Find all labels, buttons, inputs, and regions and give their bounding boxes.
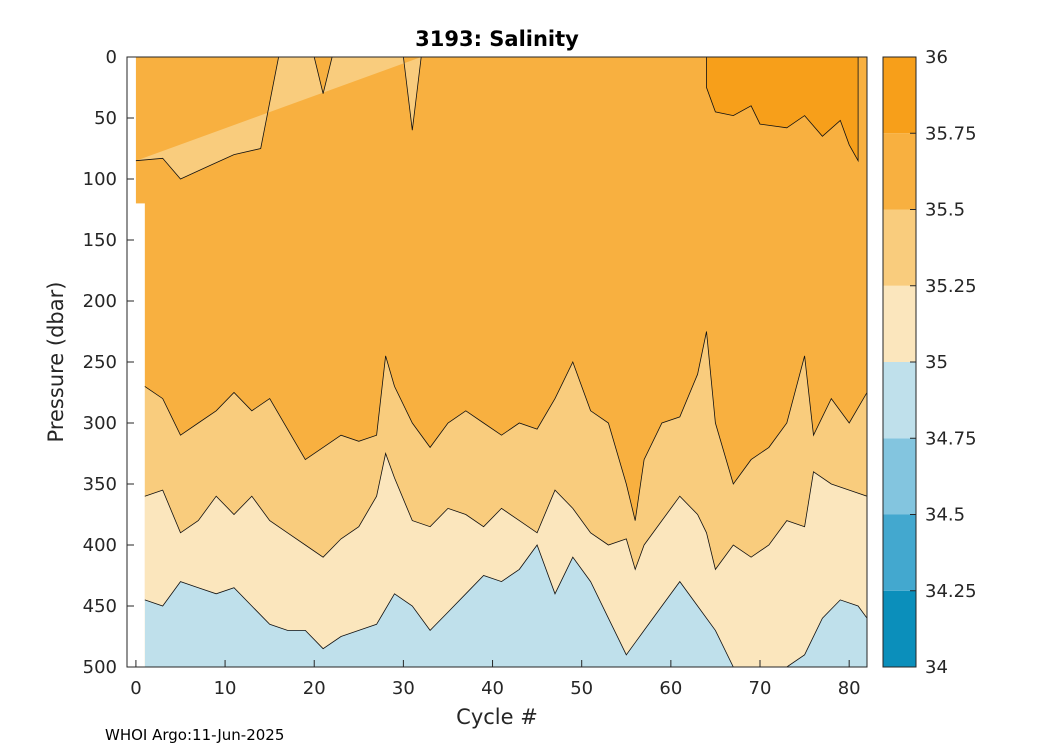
contour-lines [135, 57, 867, 667]
footer-credit: WHOI Argo:11-Jun-2025 [105, 726, 284, 744]
chart-title: 3193: Salinity [415, 27, 579, 51]
contour-line-35.25 [144, 331, 867, 521]
x-tick-label: 80 [838, 678, 861, 699]
colorbar-tick-label: 35.25 [925, 276, 977, 297]
y-tick-label: 400 [83, 535, 117, 556]
x-axis-label: Cycle # [456, 705, 538, 729]
contour-line-34.75 [144, 544, 867, 667]
colorbar-tick-label: 34.5 [925, 505, 965, 526]
colorbar-segment [883, 209, 916, 286]
x-tick-label: 10 [214, 678, 237, 699]
y-tick-label: 500 [83, 657, 117, 678]
colorbar-segment [883, 590, 916, 667]
x-tick-label: 20 [303, 678, 326, 699]
colorbar-tick-label: 34.25 [925, 581, 977, 602]
x-tick-label: 40 [481, 678, 504, 699]
contour-line-35.5 [135, 57, 422, 180]
colorbar-tick-label: 34 [925, 657, 948, 678]
contour-line-35.75 [706, 57, 859, 163]
y-tick-label: 0 [106, 47, 117, 68]
band-35.5 [135, 57, 422, 179]
y-tick-label: 300 [83, 413, 117, 434]
y-tick-label: 200 [83, 291, 117, 312]
x-tick-label: 0 [130, 678, 141, 699]
colorbar-segment [883, 57, 916, 134]
colorbar-segment [883, 438, 916, 515]
colorbar-tick-label: 36 [925, 47, 948, 68]
band-35.75 [706, 57, 859, 161]
no-data-strip [127, 203, 145, 667]
colorbar-segment [883, 514, 916, 591]
colorbar-tick-label: 35.5 [925, 200, 965, 221]
x-tick-label: 60 [659, 678, 682, 699]
y-tick-label: 350 [83, 474, 117, 495]
y-tick-label: 50 [94, 108, 117, 129]
colorbar-segment [883, 133, 916, 210]
y-tick-label: 450 [83, 596, 117, 617]
y-tick-label: 250 [83, 352, 117, 373]
colorbar-segment [883, 362, 916, 439]
colorbar-tick-label: 35 [925, 352, 948, 373]
x-tick-label: 70 [749, 678, 772, 699]
colorbar-segment [883, 285, 916, 362]
x-axis-ticks: 0 10 20 30 40 50 60 70 80 [130, 660, 861, 699]
band-34.75 [144, 545, 867, 667]
y-axis-ticks: 0 50 100 150 200 250 300 350 400 450 500 [83, 47, 134, 678]
x-tick-label: 50 [570, 678, 593, 699]
x-tick-label: 30 [392, 678, 415, 699]
colorbar-tick-label: 34.75 [925, 428, 977, 449]
y-axis-label: Pressure (dbar) [44, 282, 68, 443]
y-tick-label: 100 [83, 169, 117, 190]
colorbar: 34 34.25 34.5 34.75 35 35.25 35.5 35.75 36 [882, 47, 977, 678]
plot-area [127, 57, 867, 667]
contour-line-35 [144, 452, 867, 571]
y-tick-label: 150 [83, 230, 117, 251]
colorbar-tick-label: 35.75 [925, 123, 977, 144]
